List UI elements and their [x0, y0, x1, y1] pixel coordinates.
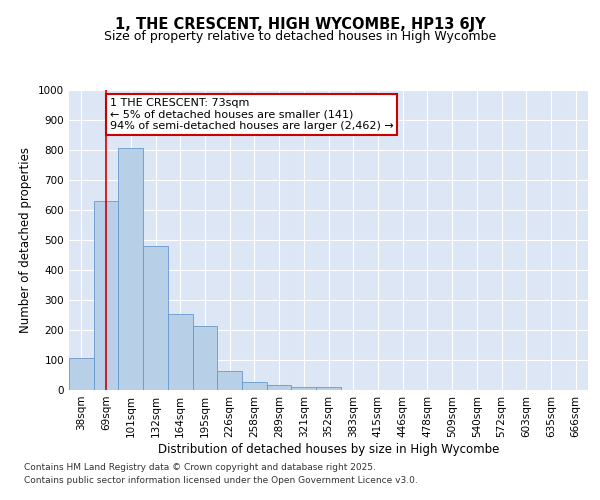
Text: Contains HM Land Registry data © Crown copyright and database right 2025.: Contains HM Land Registry data © Crown c…	[24, 464, 376, 472]
Bar	[69, 358, 94, 390]
Bar	[94, 201, 118, 390]
Text: 1, THE CRESCENT, HIGH WYCOMBE, HP13 6JY: 1, THE CRESCENT, HIGH WYCOMBE, HP13 6JY	[115, 18, 485, 32]
Bar	[193, 326, 217, 390]
Bar	[267, 385, 292, 390]
Bar	[143, 246, 168, 390]
Bar	[168, 314, 193, 390]
Bar	[316, 387, 341, 390]
Bar	[217, 372, 242, 390]
X-axis label: Distribution of detached houses by size in High Wycombe: Distribution of detached houses by size …	[158, 442, 499, 456]
Bar	[118, 148, 143, 390]
Bar	[242, 382, 267, 390]
Bar	[292, 387, 316, 390]
Text: Size of property relative to detached houses in High Wycombe: Size of property relative to detached ho…	[104, 30, 496, 43]
Text: Contains public sector information licensed under the Open Government Licence v3: Contains public sector information licen…	[24, 476, 418, 485]
Y-axis label: Number of detached properties: Number of detached properties	[19, 147, 32, 333]
Text: 1 THE CRESCENT: 73sqm
← 5% of detached houses are smaller (141)
94% of semi-deta: 1 THE CRESCENT: 73sqm ← 5% of detached h…	[110, 98, 394, 130]
